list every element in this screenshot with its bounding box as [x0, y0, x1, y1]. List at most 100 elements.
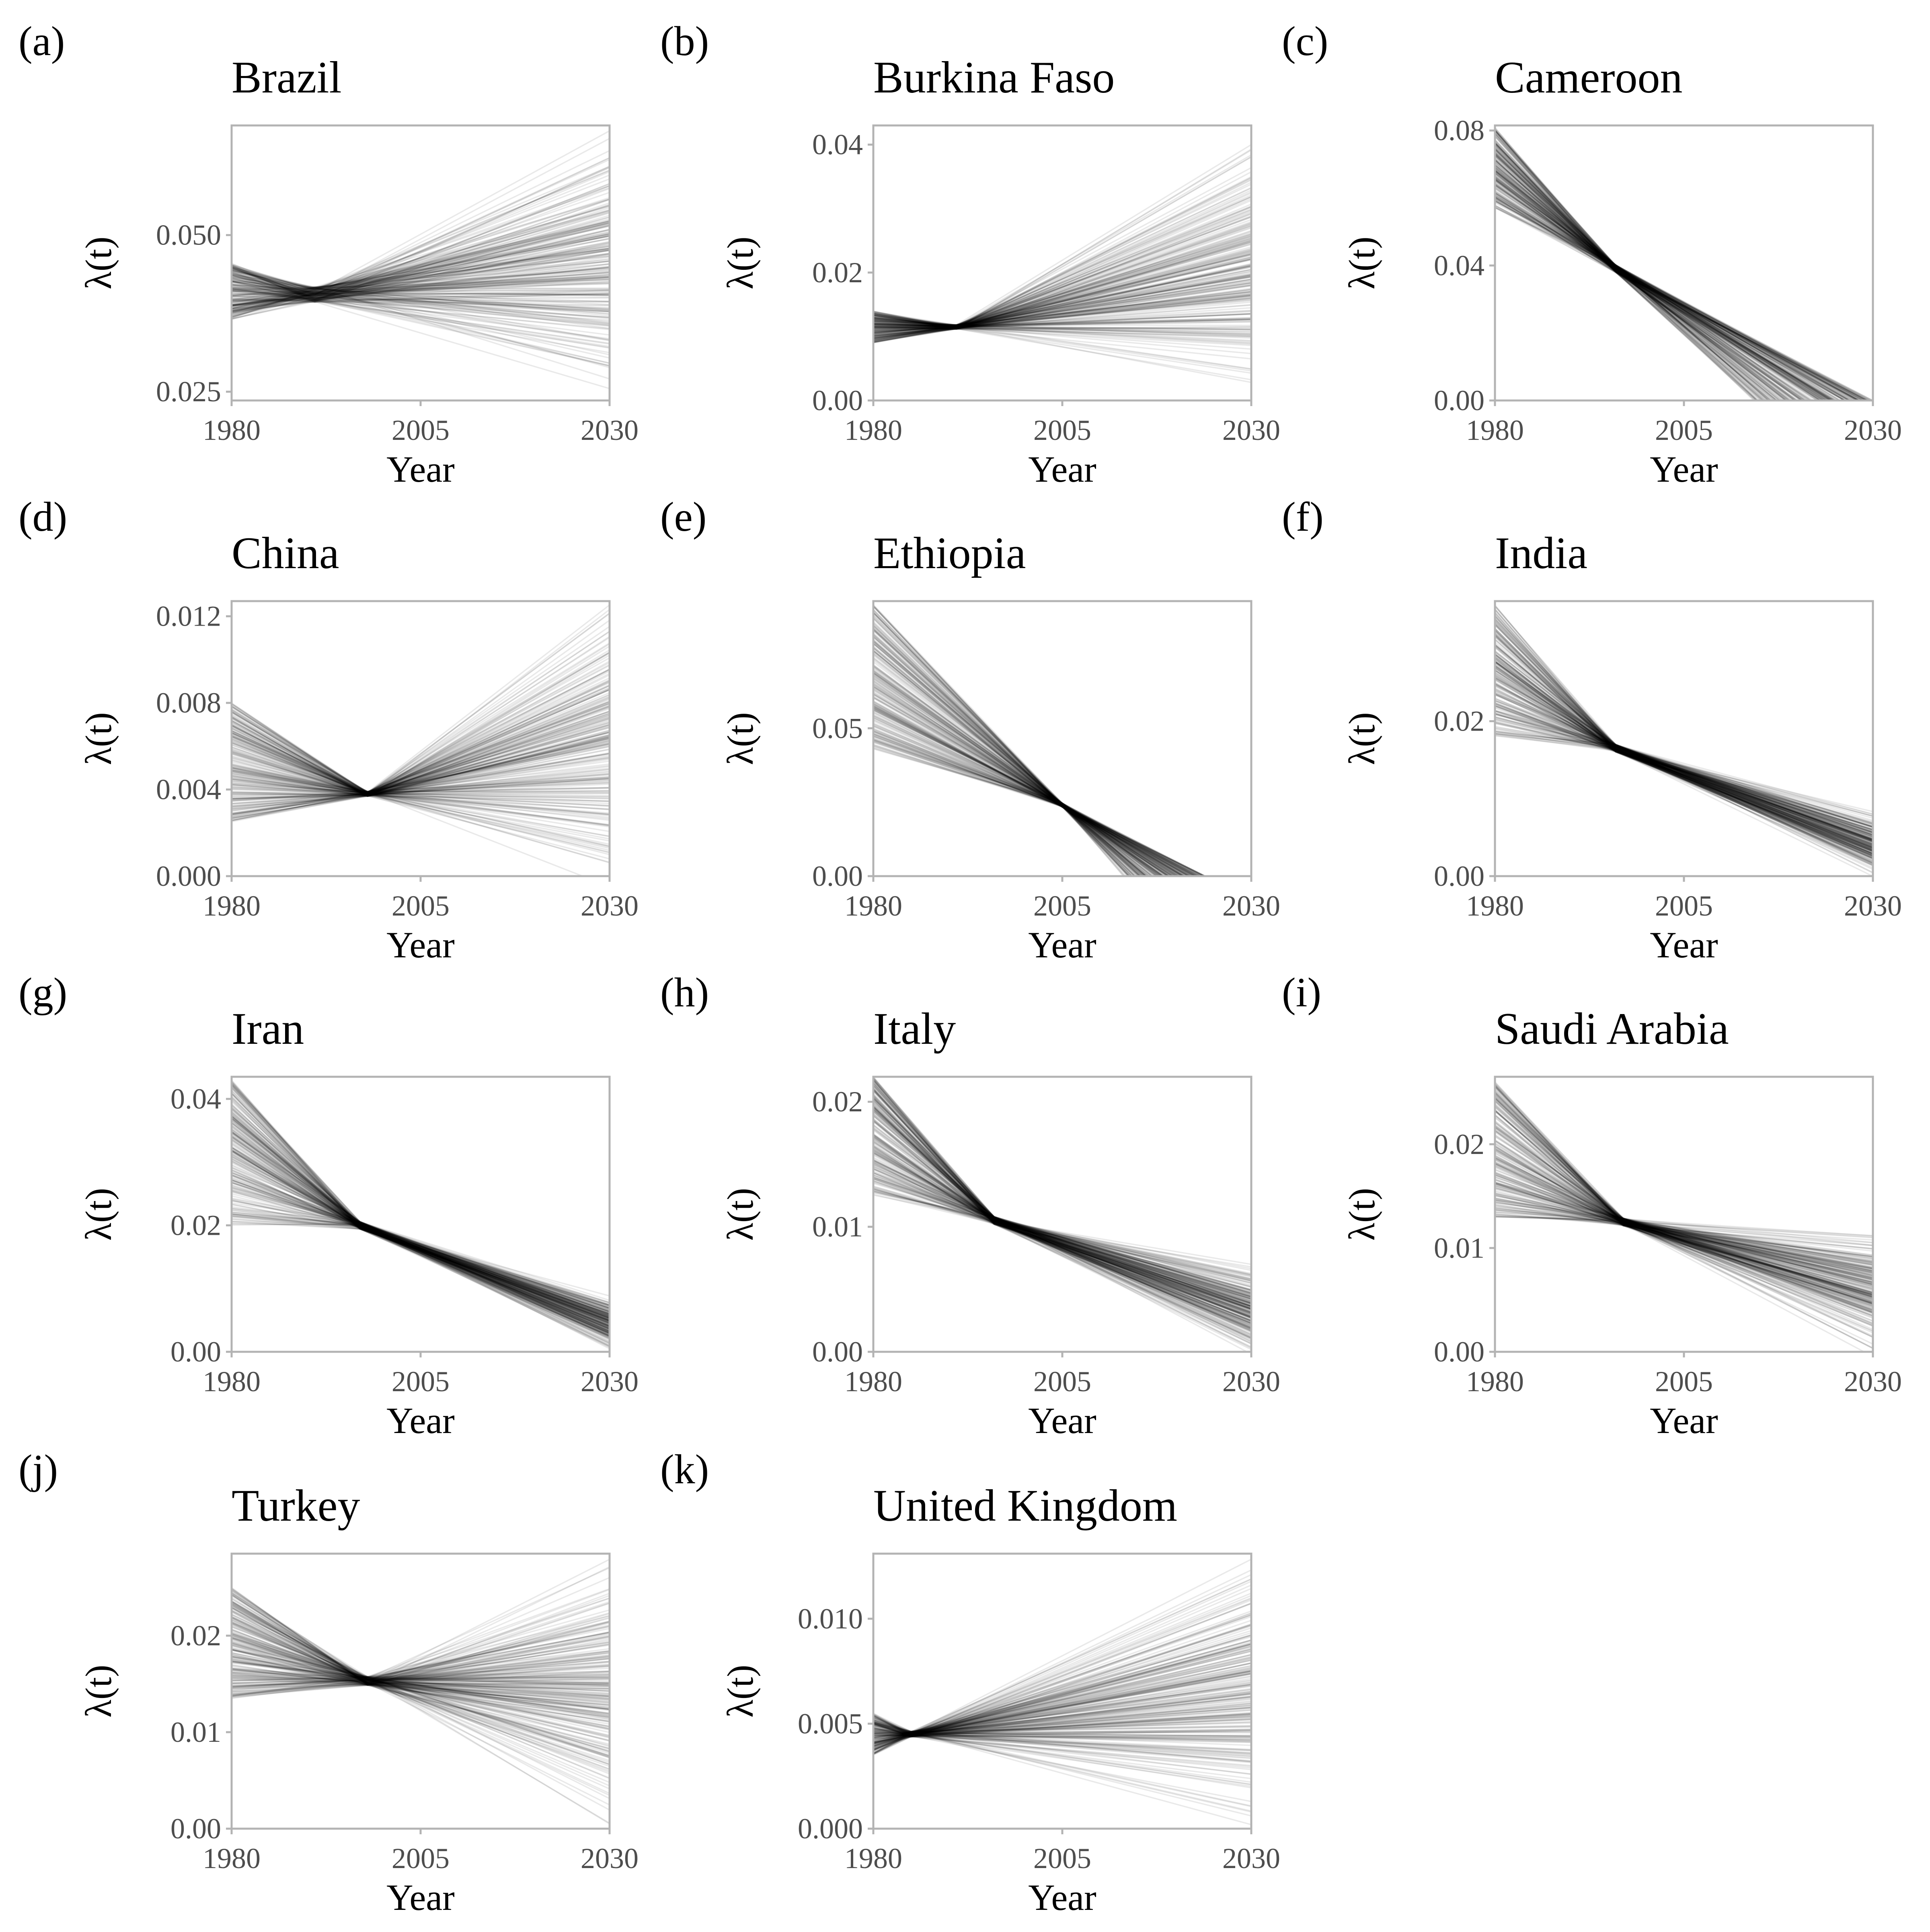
trajectory-line	[232, 1142, 610, 1326]
trajectory-line	[232, 205, 610, 298]
trajectory-line	[1495, 164, 1770, 400]
trajectory-line	[873, 281, 1251, 328]
trajectory-line	[873, 641, 1185, 876]
trajectory-line	[873, 651, 1146, 876]
trajectory-line	[232, 626, 610, 806]
trajectory-line	[1495, 170, 1873, 400]
trajectory-line	[873, 711, 1207, 876]
trajectory-line	[873, 1134, 1251, 1315]
trajectory-line	[1495, 199, 1758, 400]
trajectory-line	[232, 1675, 610, 1692]
trajectory-line	[873, 1090, 1251, 1298]
trajectory-line	[873, 221, 1251, 332]
trajectory-line	[232, 255, 610, 291]
trajectory-line	[1495, 629, 1873, 830]
trajectory-line	[1495, 1116, 1873, 1258]
trajectory-line	[232, 1607, 610, 1706]
trajectory-line	[873, 156, 1251, 335]
trajectory-line	[873, 1154, 1251, 1298]
trajectory-line	[873, 700, 1147, 876]
trajectory-line	[232, 790, 610, 800]
trajectory-line	[1495, 191, 1776, 400]
trajectory-line	[232, 1652, 610, 1710]
trajectory-line	[873, 1164, 1251, 1313]
trajectory-line	[873, 647, 1147, 876]
trajectory-line	[873, 1657, 1251, 1754]
trajectory-line	[232, 756, 610, 794]
trajectory-line	[873, 1191, 1251, 1322]
trajectory-line	[232, 685, 610, 794]
trajectory-line	[1495, 155, 1779, 400]
trajectory-line	[873, 195, 1251, 341]
trajectory-line	[232, 702, 610, 796]
trajectory-line	[232, 1682, 610, 1706]
trajectory-line	[873, 1732, 1251, 1750]
trajectory-line	[873, 1712, 1251, 1738]
trajectory-line	[232, 758, 610, 797]
trajectory-line	[232, 1219, 610, 1314]
trajectory-line	[873, 1162, 1251, 1298]
trajectory-line	[232, 747, 610, 814]
trajectory-line	[873, 1733, 1251, 1751]
trajectory-line	[1495, 191, 1811, 400]
trajectory-line	[1495, 1174, 1873, 1312]
trajectory-line	[1495, 170, 1781, 400]
trajectory-line	[232, 199, 610, 302]
trajectory-line	[873, 1734, 1251, 1755]
trajectory-line	[1495, 1097, 1873, 1278]
trajectory-line	[873, 1597, 1251, 1749]
trajectory-line	[232, 708, 610, 796]
trajectory-line	[232, 1656, 610, 1710]
trajectory-line	[873, 326, 1251, 360]
trajectory-line	[1495, 202, 1846, 400]
trajectory-line	[232, 1126, 610, 1307]
trajectory-line	[873, 1624, 1251, 1755]
trajectory-line	[873, 1174, 1251, 1330]
trajectory-line	[873, 1731, 1251, 1746]
trajectory-line	[1495, 658, 1873, 846]
trajectory-line	[232, 289, 610, 355]
y-axis-title: λ(t)	[78, 236, 119, 289]
trajectory-line	[232, 1658, 610, 1698]
trajectory-line	[873, 682, 1133, 876]
trajectory-line	[873, 1707, 1251, 1733]
trajectory-line	[873, 1164, 1251, 1330]
trajectory-line	[1495, 1148, 1873, 1296]
trajectory-line	[232, 1152, 610, 1333]
trajectory-line	[1495, 645, 1873, 843]
trajectory-line	[1495, 192, 1866, 400]
trajectory-line	[873, 264, 1251, 341]
trajectory-line	[1495, 157, 1850, 400]
trajectory-line	[232, 263, 610, 301]
trajectory-line	[232, 299, 610, 320]
trajectory-line	[232, 734, 610, 793]
trajectory-line	[232, 1157, 610, 1322]
trajectory-line	[873, 628, 1158, 876]
trajectory-line	[232, 649, 610, 796]
trajectory-line	[873, 1143, 1251, 1318]
trajectory-line	[1495, 1211, 1873, 1310]
trajectory-line	[232, 636, 610, 808]
trajectory-line	[232, 631, 610, 793]
trajectory-line	[232, 1673, 610, 1714]
trajectory-line	[1495, 733, 1873, 849]
trajectory-line	[1495, 193, 1799, 400]
trajectory-line	[232, 1121, 610, 1318]
trajectory-line	[232, 1665, 610, 1806]
trajectory-line	[232, 296, 610, 336]
trajectory-line	[873, 1669, 1251, 1736]
trajectory-line	[232, 1655, 610, 1686]
trajectory-line	[232, 1111, 610, 1306]
trajectory-line	[873, 1696, 1251, 1733]
trajectory-line	[1495, 145, 1803, 400]
trajectory-line	[232, 732, 610, 815]
trajectory-line	[873, 626, 1170, 876]
trajectory-line	[232, 232, 610, 306]
panel-letter: (f)	[1282, 494, 1324, 540]
trajectory-line	[873, 685, 1179, 876]
trajectory-line	[873, 294, 1251, 329]
trajectory-line	[873, 650, 1197, 876]
trajectory-line	[1495, 133, 1849, 400]
trajectory-line	[232, 289, 610, 315]
trajectory-line	[232, 1655, 610, 1685]
